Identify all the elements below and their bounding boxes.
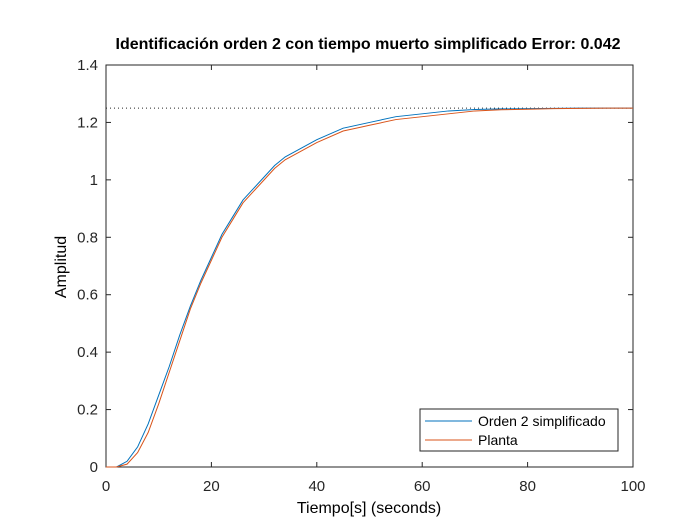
- x-tick-label: 20: [203, 478, 220, 495]
- series-line-planta: [106, 107, 633, 468]
- x-tick-labels: 0 20 40 60 80 100: [102, 478, 646, 495]
- x-tick-label: 100: [620, 478, 645, 495]
- y-tick-label: 0.2: [77, 402, 98, 419]
- plot-area: [105, 64, 634, 468]
- y-tick-label: 0.4: [77, 344, 98, 361]
- y-tick-label: 0: [90, 459, 98, 476]
- legend-label-orden-2-simplificado: Orden 2 simplificado: [478, 413, 606, 429]
- y-tick-label: 1.4: [77, 57, 98, 74]
- series-line-orden-2-simplificado: [106, 107, 633, 468]
- x-tick-label: 40: [308, 478, 325, 495]
- chart-title: Identificación orden 2 con tiempo muerto…: [116, 36, 621, 53]
- y-tick-label: 1: [90, 172, 98, 189]
- x-axis-label: Tiempo[s] (seconds): [297, 500, 441, 517]
- legend-label-planta: Planta: [478, 432, 518, 448]
- x-tick-label: 60: [414, 478, 431, 495]
- x-tick-label: 80: [519, 478, 536, 495]
- y-tick-label: 0.8: [77, 229, 98, 246]
- legend-box: [419, 408, 619, 452]
- y-tick-label: 1.2: [77, 114, 98, 131]
- y-axis-label: Amplitud: [53, 236, 70, 298]
- series-layer: [106, 107, 633, 468]
- axis-ticks: [105, 64, 634, 468]
- y-tick-label: 0.6: [77, 287, 98, 304]
- x-tick-label: 0: [102, 478, 110, 495]
- y-tick-labels: 0 0.2 0.4 0.6 0.8 1 1.2 1.4: [77, 57, 98, 476]
- legend: Orden 2 simplificado Planta: [419, 408, 619, 452]
